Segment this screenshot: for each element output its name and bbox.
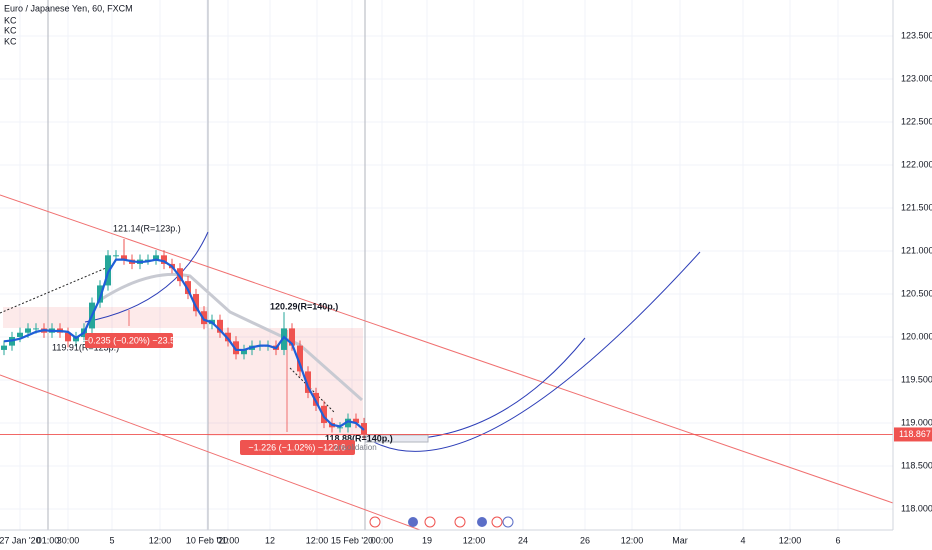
y-tick-label: 119.000 xyxy=(901,417,932,427)
x-tick-label: 00:00 xyxy=(371,535,394,545)
y-tick-label: 118.000 xyxy=(901,503,932,513)
candle-body xyxy=(281,328,287,350)
x-tick-label: Mar xyxy=(672,535,688,545)
parabola xyxy=(364,251,701,452)
x-tick-label: 10 Feb '20 xyxy=(186,535,228,545)
indicator: KC xyxy=(4,25,17,35)
trend-line xyxy=(289,367,336,414)
x-tick-label: 27 Jan '20 xyxy=(0,535,41,545)
annotation: 121.14(R=123p.) xyxy=(113,223,181,233)
y-tick-label: 123.500 xyxy=(901,30,932,40)
x-tick-label: 12:00 xyxy=(621,535,644,545)
candle-body xyxy=(177,268,183,282)
moving-average xyxy=(3,258,365,431)
x-tick-label: 12:00 xyxy=(306,535,329,545)
x-tick-label: 12:00 xyxy=(463,535,486,545)
time-axis xyxy=(0,530,893,550)
trend-line xyxy=(0,264,114,314)
event-icon[interactable] xyxy=(477,517,487,527)
y-tick-label: 118.500 xyxy=(901,460,932,470)
x-tick-label: 01:00 xyxy=(217,535,240,545)
x-tick-label: 01:00 xyxy=(37,535,60,545)
candle-body xyxy=(97,285,103,303)
parabola xyxy=(84,231,209,323)
x-tick-label: 12:00 xyxy=(779,535,802,545)
candle-body xyxy=(25,328,31,333)
indicator: KC xyxy=(4,15,17,25)
candle-body xyxy=(241,349,247,355)
candle-body xyxy=(17,332,23,338)
candle-body xyxy=(121,255,127,260)
y-tick-label: 119.500 xyxy=(901,374,932,384)
parabola xyxy=(364,337,586,440)
indicator: KC xyxy=(4,36,17,46)
candle-body xyxy=(297,345,303,372)
measure-label-bg xyxy=(240,440,355,455)
price-axis xyxy=(893,0,932,550)
event-icon[interactable] xyxy=(424,516,436,528)
events xyxy=(369,516,514,528)
projection-box xyxy=(364,434,429,443)
x-tick-label: 15 Feb '20 xyxy=(331,535,373,545)
x-tick-label: 12 xyxy=(265,535,275,545)
candle-body xyxy=(233,341,239,355)
measure-label: −0.235 (−0.20%) −23.5 xyxy=(83,335,175,345)
event-icon[interactable] xyxy=(369,516,381,528)
last-price-label: 118.867 xyxy=(899,429,931,439)
x-tick-label: 4 xyxy=(740,535,745,545)
candle-body xyxy=(161,255,167,264)
annotation: 120.29(R=140p.) xyxy=(270,301,338,311)
marks xyxy=(0,238,893,440)
candle-body xyxy=(185,281,191,295)
annotation: 118.88(R=140p.) xyxy=(325,433,393,443)
x-tick-label: 26 xyxy=(580,535,590,545)
moving-average xyxy=(99,272,363,402)
measure-label: −1.226 (−1.02%) −122.6 xyxy=(248,442,345,452)
candle-body xyxy=(65,332,71,342)
event-icon[interactable] xyxy=(454,516,466,528)
chart-title: Euro / Japanese Yen, 60, FXCM xyxy=(4,3,133,13)
candle-body xyxy=(225,332,231,342)
y-tick-label: 122.500 xyxy=(901,116,932,126)
y-tick-label: 121.500 xyxy=(901,202,932,212)
annotation: onsolidation xyxy=(334,443,377,452)
event-icon[interactable] xyxy=(491,516,503,528)
channel-line xyxy=(0,374,421,531)
grid xyxy=(0,0,893,530)
x-tick-label: 30:00 xyxy=(57,535,80,545)
channel-line xyxy=(0,194,894,504)
candle-body xyxy=(153,255,159,260)
candle-body xyxy=(337,427,343,429)
candle-body xyxy=(353,418,359,424)
event-icon[interactable] xyxy=(502,516,514,528)
event-icon[interactable] xyxy=(408,517,418,527)
candle-body xyxy=(217,319,223,333)
y-tick-label: 121.000 xyxy=(901,245,932,255)
candle-body xyxy=(1,345,7,350)
candle-body xyxy=(193,294,199,312)
y-tick-label: 122.000 xyxy=(901,159,932,169)
candle-body xyxy=(105,255,111,286)
x-tick-label: 6 xyxy=(835,535,840,545)
candle-body xyxy=(201,311,207,325)
x-tick-label: 24 xyxy=(518,535,528,545)
y-tick-label: 120.000 xyxy=(901,331,932,341)
x-tick-label: 5 xyxy=(109,535,114,545)
candle-body xyxy=(345,418,351,428)
axes: 118.000 118.500 119.000 119.500 120.000 120.5… xyxy=(0,30,932,545)
candle-body xyxy=(33,328,39,330)
y-tick-label: 123.000 xyxy=(901,73,932,83)
x-tick-label: 12:00 xyxy=(149,535,172,545)
last-price-bg xyxy=(894,427,932,442)
candle-body xyxy=(113,255,119,257)
candle-body xyxy=(145,259,151,261)
candle-body xyxy=(305,371,311,393)
x-tick-label: 19 xyxy=(422,535,432,545)
measure-label-bg xyxy=(85,333,173,348)
y-tick-label: 120.500 xyxy=(901,288,932,298)
candle-body xyxy=(321,405,327,424)
candle-body xyxy=(289,328,295,346)
